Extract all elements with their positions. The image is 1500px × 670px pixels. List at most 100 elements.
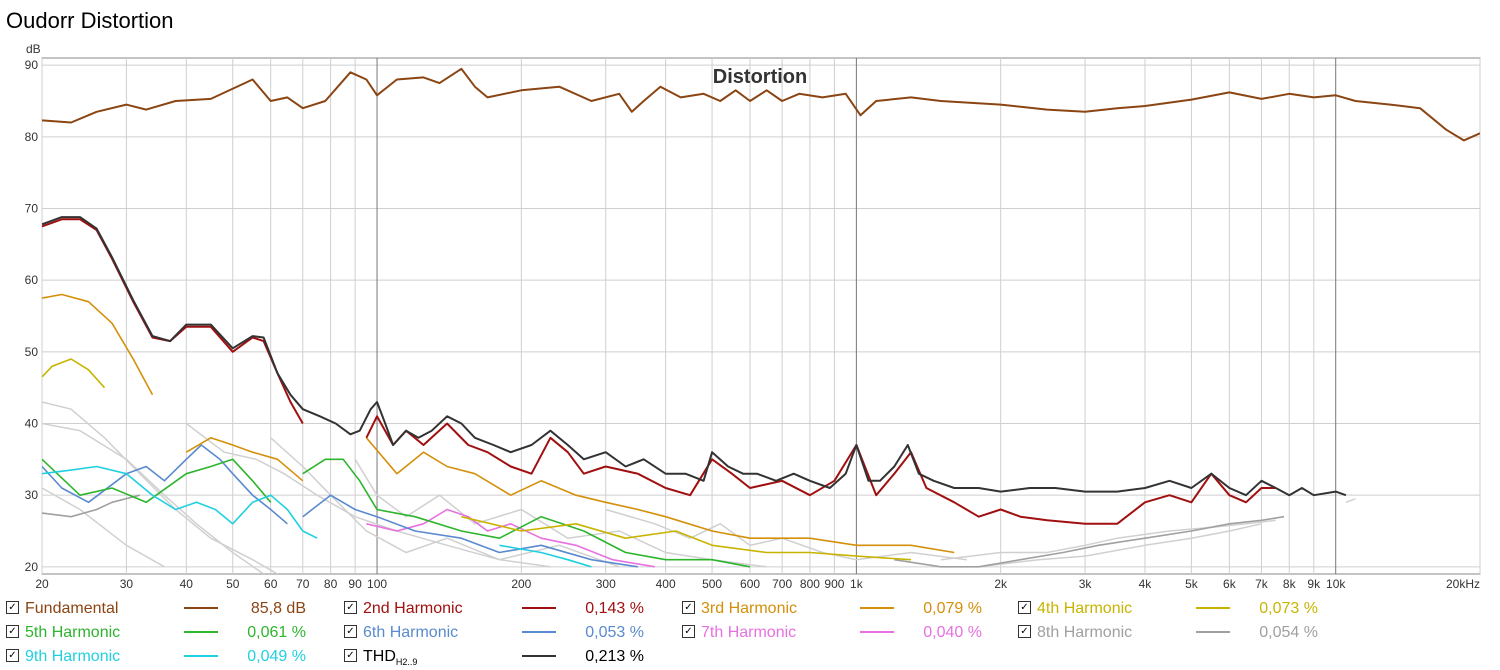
legend-value: 0,049 % bbox=[247, 648, 306, 665]
legend-item-4th-harmonic: ✓ 4th Harmonic 0,073 % bbox=[1018, 600, 1338, 617]
legend-checkbox[interactable]: ✓ bbox=[1018, 601, 1031, 614]
chart-title: Distortion bbox=[713, 66, 807, 88]
series-line-9th-harmonic bbox=[42, 465, 318, 539]
y-tick-label: 50 bbox=[25, 345, 39, 359]
y-tick-label: 20 bbox=[25, 560, 39, 574]
series-line-3rd-harmonic bbox=[185, 437, 304, 482]
legend-swatch bbox=[184, 655, 218, 657]
y-tick-label: 60 bbox=[25, 273, 39, 287]
series-line-5th-harmonic bbox=[302, 458, 751, 568]
x-tick-label: 10k bbox=[1326, 577, 1346, 591]
legend-label: 3rd Harmonic bbox=[701, 600, 798, 617]
x-tick-label: 3k bbox=[1079, 577, 1093, 591]
x-tick-label: 800 bbox=[800, 577, 820, 591]
x-tick-label: 600 bbox=[740, 577, 760, 591]
x-tick-label: 100 bbox=[367, 577, 387, 591]
background-curve bbox=[1345, 498, 1356, 504]
legend-value: 0,040 % bbox=[923, 624, 982, 641]
distortion-chart: 20 30 40 50 60 70 80 90 20 30 40 50 60 70 80 90 100 200 30… bbox=[25, 42, 1481, 591]
y-tick-label: 40 bbox=[25, 417, 39, 431]
background-curve bbox=[270, 437, 620, 568]
legend-label: 9th Harmonic bbox=[25, 648, 121, 665]
series-line-fundamental bbox=[42, 67, 1480, 142]
series-line-thd bbox=[42, 216, 1347, 497]
tick-label-layer: 20 30 40 50 60 70 80 90 20 30 40 50 60 70 80 90 100 200 30… bbox=[25, 58, 1480, 591]
series-line-8th-harmonic bbox=[894, 515, 1285, 568]
legend-checkbox[interactable]: ✓ bbox=[6, 601, 19, 614]
legend-swatch bbox=[1196, 607, 1230, 609]
legend-value: 0,053 % bbox=[585, 624, 644, 641]
x-tick-label: 50 bbox=[226, 577, 240, 591]
legend-swatch bbox=[522, 631, 556, 633]
legend-label: 7th Harmonic bbox=[701, 624, 797, 641]
legend-item-5th-harmonic: ✓ 5th Harmonic 0,061 % bbox=[6, 624, 326, 641]
plot-area bbox=[41, 57, 1481, 575]
legend-checkbox[interactable]: ✓ bbox=[344, 625, 357, 638]
legend-checkbox[interactable]: ✓ bbox=[1018, 625, 1031, 638]
legend-checkbox[interactable]: ✓ bbox=[6, 625, 19, 638]
legend-item-6th-harmonic: ✓ 6th Harmonic 0,053 % bbox=[344, 624, 664, 641]
legend-swatch bbox=[184, 607, 218, 609]
legend-label: THDH2..9 bbox=[363, 648, 418, 667]
legend-checkbox[interactable]: ✓ bbox=[682, 601, 695, 614]
x-tick-label: 5k bbox=[1185, 577, 1199, 591]
y-axis-label: dB bbox=[26, 42, 41, 56]
legend-checkbox[interactable]: ✓ bbox=[6, 649, 19, 662]
x-tick-label: 60 bbox=[264, 577, 278, 591]
legend-swatch bbox=[1196, 631, 1230, 633]
x-tick-label: 200 bbox=[511, 577, 531, 591]
legend-value: 0,079 % bbox=[923, 600, 982, 617]
y-tick-label: 80 bbox=[25, 130, 39, 144]
legend-item-8th-harmonic: ✓ 8th Harmonic 0,054 % bbox=[1018, 624, 1338, 641]
legend-label: Fundamental bbox=[25, 600, 119, 617]
series-line-4th-harmonic bbox=[42, 358, 106, 389]
legend-checkbox[interactable]: ✓ bbox=[344, 649, 357, 662]
legend-label: 5th Harmonic bbox=[25, 624, 121, 641]
window-title: Oudorr Distortion bbox=[6, 8, 174, 33]
series-line-6th-harmonic bbox=[42, 444, 288, 525]
series-line-4th-harmonic bbox=[461, 515, 912, 561]
series-line-3rd-harmonic bbox=[365, 437, 955, 554]
background-curve-layer bbox=[42, 401, 1356, 574]
x-tick-label: 6k bbox=[1223, 577, 1237, 591]
x-tick-label: 80 bbox=[324, 577, 338, 591]
series-line-2nd-harmonic bbox=[365, 415, 1276, 525]
legend-value: 0,143 % bbox=[585, 600, 644, 617]
x-tick-label: 2k bbox=[994, 577, 1008, 591]
background-curve bbox=[185, 422, 551, 568]
background-curve bbox=[940, 519, 1276, 561]
x-tick-label: 900 bbox=[824, 577, 844, 591]
series-line-8th-harmonic bbox=[42, 494, 140, 518]
legend-item-9th-harmonic: ✓ 9th Harmonic 0,049 % bbox=[6, 648, 326, 665]
x-tick-label: 500 bbox=[702, 577, 722, 591]
legend-label: 2nd Harmonic bbox=[363, 600, 463, 617]
legend-swatch bbox=[522, 655, 556, 657]
legend-swatch bbox=[522, 607, 556, 609]
y-tick-label: 90 bbox=[25, 58, 39, 72]
legend-label: 6th Harmonic bbox=[363, 624, 459, 641]
legend-swatch bbox=[860, 607, 894, 609]
y-tick-label: 30 bbox=[25, 488, 39, 502]
background-curve bbox=[354, 458, 767, 568]
legend-item-2nd-harmonic: ✓ 2nd Harmonic 0,143 % bbox=[344, 600, 664, 617]
x-tick-label: 7k bbox=[1255, 577, 1269, 591]
series-layer bbox=[42, 67, 1480, 568]
y-tick-label: 70 bbox=[25, 202, 39, 216]
legend-checkbox[interactable]: ✓ bbox=[344, 601, 357, 614]
x-tick-label: 30 bbox=[120, 577, 134, 591]
legend-label: 4th Harmonic bbox=[1037, 600, 1133, 617]
legend-checkbox[interactable]: ✓ bbox=[682, 625, 695, 638]
x-tick-label: 90 bbox=[348, 577, 362, 591]
legend-value: 85,8 dB bbox=[250, 600, 306, 617]
legend-item-thd: ✓ THDH2..9 0,213 % bbox=[344, 648, 664, 667]
legend-value: 0,054 % bbox=[1259, 624, 1318, 641]
x-tick-label: 9k bbox=[1307, 577, 1321, 591]
x-tick-label: 40 bbox=[180, 577, 194, 591]
legend-item-fundamental: ✓ Fundamental 85,8 dB bbox=[6, 600, 326, 617]
legend-value: 0,073 % bbox=[1259, 600, 1318, 617]
x-tick-label: 700 bbox=[772, 577, 792, 591]
x-tick-label: 1k bbox=[850, 577, 864, 591]
series-line-5th-harmonic bbox=[42, 458, 272, 504]
series-line-9th-harmonic bbox=[499, 544, 592, 568]
x-tick-label: 400 bbox=[656, 577, 676, 591]
